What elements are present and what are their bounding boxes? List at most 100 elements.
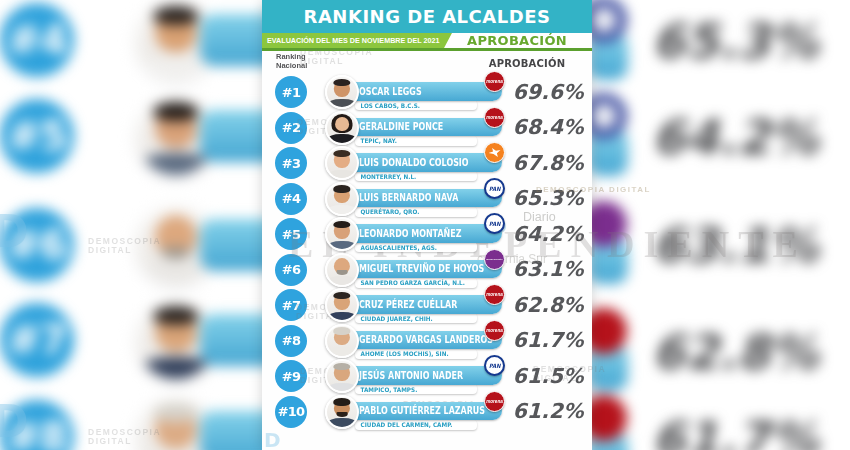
avatar-hair	[333, 363, 350, 371]
rank-badge: #4	[275, 183, 307, 215]
approval-percent: 65.3%	[512, 186, 584, 210]
city-pill: QUERÉTARO, QRO.	[355, 207, 477, 217]
mayor-name: LUIS BERNARDO NAVA	[359, 192, 458, 203]
ranking-row: #3 LUIS DONALDO COLOSIO MONTERREY, N.L. …	[262, 146, 592, 180]
city-pill: TEPIC, NAY.	[355, 136, 477, 146]
avatar-hair	[333, 398, 350, 406]
bg-rank-badge: #6	[0, 208, 74, 282]
avatar-torso	[328, 276, 357, 286]
mayor-city: TEPIC, NAY.	[355, 137, 397, 144]
mayor-city: LOS CABOS, B.C.S.	[355, 102, 420, 109]
rank-badge: #5	[275, 218, 307, 250]
mayor-photo	[325, 324, 359, 358]
rank-badge: #7	[275, 289, 307, 321]
bg-rank-badge: #4	[0, 3, 74, 77]
avatar-torso	[328, 134, 357, 144]
rank-badge: #8	[275, 325, 307, 357]
bg-approval-percent: 63.1%	[652, 217, 850, 273]
ranking-row: #2 GERALDINE PONCE TEPIC, NAY. morena 68…	[262, 111, 592, 145]
mayor-name: OSCAR LEGGS	[359, 86, 422, 97]
avatar-torso	[328, 312, 357, 322]
ranking-label-line2: Nacional	[276, 62, 307, 71]
mayor-name: LEONARDO MONTAÑEZ	[359, 228, 461, 239]
city-pill: TAMPICO, TAMPS.	[355, 384, 477, 394]
name-bar: GERALDINE PONCE	[347, 118, 502, 137]
avatar-beard	[337, 270, 348, 275]
name-bar: MIGUEL TREVIÑO DE HOYOS	[347, 260, 502, 279]
name-bar: LUIS BERNARDO NAVA	[347, 189, 502, 208]
approval-percent: 61.5%	[512, 364, 584, 388]
rank-badge: #10	[275, 396, 307, 428]
name-bar: OSCAR LEGGS	[347, 82, 502, 101]
bg-rank-badge: #8	[0, 400, 74, 450]
city-pill: CIUDAD JUAREZ, CHIH.	[355, 313, 477, 323]
mayor-name: JESÚS ANTONIO NADER	[359, 370, 463, 381]
mayor-city: AHOME (LOS MOCHIS), SIN.	[355, 350, 449, 357]
party-logo-icon: PAN	[484, 178, 505, 199]
rank-badge: #1	[275, 76, 307, 108]
avatar-torso	[328, 170, 357, 180]
mayor-city: AGUASCALIENTES, AGS.	[355, 244, 437, 251]
name-bar: GERARDO VARGAS LANDEROS	[347, 331, 502, 350]
panel-header: RANKING DE ALCALDES	[262, 0, 592, 33]
approval-percent: 63.1%	[512, 257, 584, 281]
ranking-panel: RANKING DE ALCALDES EVALUACIÓN DEL MES D…	[262, 0, 592, 450]
mayor-photo	[325, 182, 359, 216]
avatar-face	[335, 117, 349, 131]
avatar-hair	[333, 292, 350, 300]
party-logo-icon: morena	[484, 391, 505, 412]
city-pill: SAN PEDRO GARZA GARCÍA, N.L.	[355, 278, 477, 288]
green-divider	[262, 48, 592, 51]
party-logo-icon: PAN	[484, 355, 505, 376]
evaluation-banner-label: EVALUACIÓN DEL MES DE NOVIEMBRE DEL 2021	[262, 36, 440, 45]
rank-badge: #2	[275, 112, 307, 144]
name-bar: PABLO GUTIÉRREZ LAZARUS	[347, 402, 502, 421]
city-pill: AHOME (LOS MOCHIS), SIN.	[355, 349, 477, 359]
bg-approval-percent: 61.7%	[652, 411, 850, 450]
page-title: RANKING DE ALCALDES	[304, 6, 551, 27]
ranking-row: #9 JESÚS ANTONIO NADER TAMPICO, TAMPS. P…	[262, 359, 592, 393]
ranking-column-label: Ranking Nacional	[276, 53, 307, 70]
name-bar: JESÚS ANTONIO NADER	[347, 366, 502, 385]
avatar-beard	[337, 412, 348, 417]
subheader-row: EVALUACIÓN DEL MES DE NOVIEMBRE DEL 2021…	[262, 33, 592, 48]
approval-percent: 69.6%	[512, 80, 584, 104]
mayor-photo	[325, 395, 359, 429]
approval-percent: 67.8%	[512, 151, 584, 175]
bg-approval-percent: 65.3%	[652, 13, 850, 69]
mayor-photo	[325, 359, 359, 393]
infographic: #4#5#6#7#865.3%64.2%63.1%62.8%61.7% RANK…	[0, 0, 850, 450]
bg-rank-badge: #7	[0, 303, 74, 377]
mayor-photo	[325, 111, 359, 145]
mayor-city: QUERÉTARO, QRO.	[355, 208, 419, 215]
city-pill: CIUDAD DEL CARMEN, CAMP.	[355, 420, 477, 430]
avatar-torso	[328, 99, 357, 109]
mayor-city: SAN PEDRO GARZA GARCÍA, N.L.	[355, 279, 465, 286]
avatar-hair	[333, 221, 350, 229]
ranking-row: #8 GERARDO VARGAS LANDEROS AHOME (LOS MO…	[262, 324, 592, 358]
avatar-hair	[333, 79, 350, 87]
approval-percent: 68.4%	[512, 115, 584, 139]
name-bar: CRUZ PÉREZ CUÉLLAR	[347, 295, 502, 314]
avatar-hair	[333, 327, 350, 335]
avatar-hair	[333, 150, 350, 158]
mayor-photo	[325, 217, 359, 251]
party-logo-icon: morena	[484, 107, 505, 128]
ranking-row: #7 CRUZ PÉREZ CUÉLLAR CIUDAD JUAREZ, CHI…	[262, 288, 592, 322]
city-pill: MONTERREY, N.L.	[355, 171, 477, 181]
mayor-photo	[325, 288, 359, 322]
rank-badge: #3	[275, 147, 307, 179]
avatar-hair	[333, 185, 350, 193]
ranking-row: #10 PABLO GUTIÉRREZ LAZARUS CIUDAD DEL C…	[262, 395, 592, 429]
approval-percent: 61.7%	[512, 328, 584, 352]
aprobacion-heading: APROBACIÓN	[454, 33, 580, 48]
ranking-row: #1 OSCAR LEGGS LOS CABOS, B.C.S. morena …	[262, 75, 592, 109]
avatar-torso	[328, 418, 357, 428]
rank-badge: #6	[275, 254, 307, 286]
party-logo-icon: morena	[484, 284, 505, 305]
approval-percent: 61.2%	[512, 399, 584, 423]
mayor-photo	[325, 75, 359, 109]
party-logo-icon: morena	[484, 320, 505, 341]
mayor-photo	[325, 146, 359, 180]
mayor-photo	[325, 253, 359, 287]
